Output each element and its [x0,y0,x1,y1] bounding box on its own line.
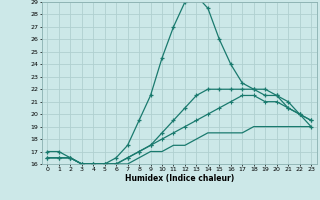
X-axis label: Humidex (Indice chaleur): Humidex (Indice chaleur) [124,174,234,183]
